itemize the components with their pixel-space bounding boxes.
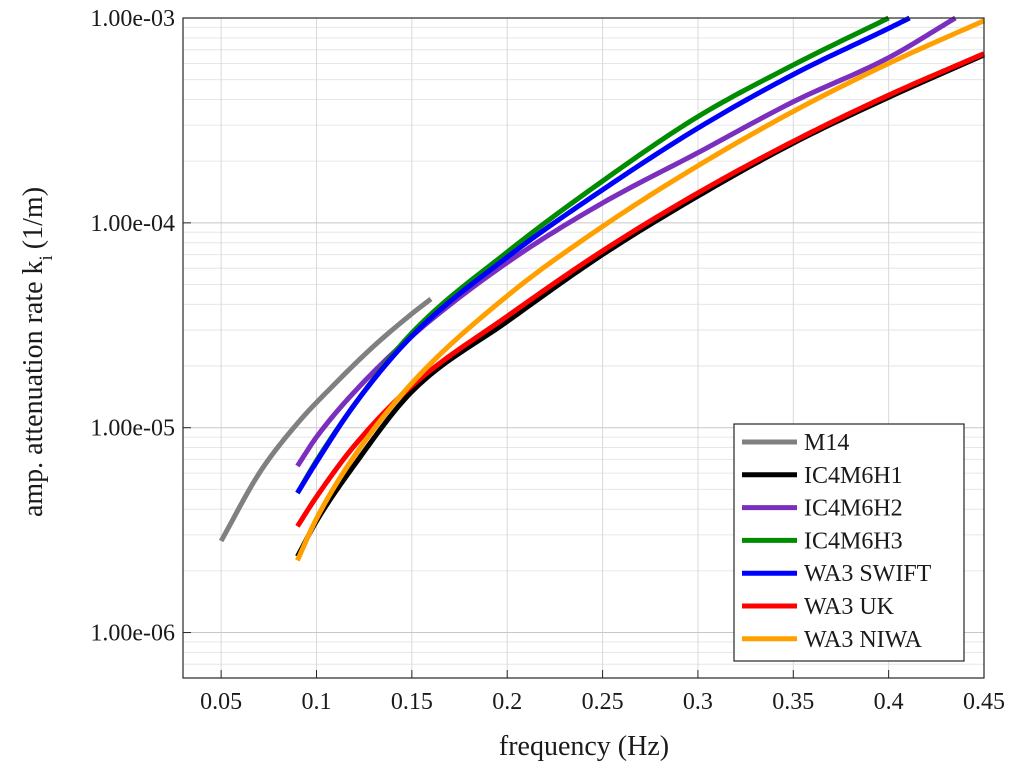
series-line-wa3-swift — [295, 15, 911, 495]
x-tick-label: 0.25 — [582, 689, 624, 715]
x-tick-label: 0.1 — [302, 689, 332, 715]
y-tick-label: 1.00e-06 — [90, 621, 175, 647]
y-tick-label: 1.00e-03 — [90, 6, 175, 32]
legend-label: IC4M6H2 — [804, 496, 903, 522]
y-tick-label: 1.00e-04 — [90, 211, 175, 237]
x-tick-label: 0.15 — [391, 689, 433, 715]
x-tick-label: 0.3 — [683, 689, 713, 715]
x-axis-title: frequency (Hz) — [499, 731, 669, 762]
legend-label: M14 — [804, 430, 849, 456]
y-axis-title-subscript: i — [36, 255, 57, 260]
y-axis-title-main: amp. attenuation rate k — [18, 260, 49, 517]
y-axis-title-unit: (1/m) — [18, 187, 49, 249]
x-tick-label: 0.05 — [200, 689, 242, 715]
y-axis-title: amp. attenuation rate ki (1/m) — [18, 187, 57, 517]
series-line-wa3-uk — [295, 51, 985, 528]
y-tick-label: 1.00e-05 — [90, 416, 175, 442]
x-axis-ticks: 0.05 0.1 0.15 0.2 0.25 0.3 0.35 0.4 0.45 — [200, 670, 1005, 715]
y-axis-ticks: 1.00e-06 1.00e-05 1.00e-04 1.00e-03 — [90, 6, 191, 647]
series-line-wa3-niwa — [295, 18, 986, 562]
series-lines — [218, 15, 986, 562]
x-tick-label: 0.35 — [772, 689, 814, 715]
plot-frame — [182, 17, 985, 679]
svg-text:amp. attenuation rate ki(1/m): amp. attenuation rate ki (1/m) — [18, 187, 57, 517]
legend-label: IC4M6H1 — [804, 463, 903, 489]
series-line-m14 — [218, 297, 433, 543]
legend-label: WA3 SWIFT — [804, 561, 932, 587]
series-line-ic4m6h2 — [295, 15, 957, 468]
legend-label: IC4M6H3 — [804, 528, 903, 554]
x-tick-label: 0.2 — [492, 689, 522, 715]
legend-label: WA3 NIWA — [804, 627, 923, 653]
x-tick-label: 0.45 — [963, 689, 1005, 715]
legend-label: WA3 UK — [804, 594, 895, 620]
x-tick-label: 0.4 — [874, 689, 904, 715]
legend: M14 IC4M6H1 IC4M6H2 IC4M6H3 WA3 SWIFT WA3 UK W… — [733, 423, 965, 662]
